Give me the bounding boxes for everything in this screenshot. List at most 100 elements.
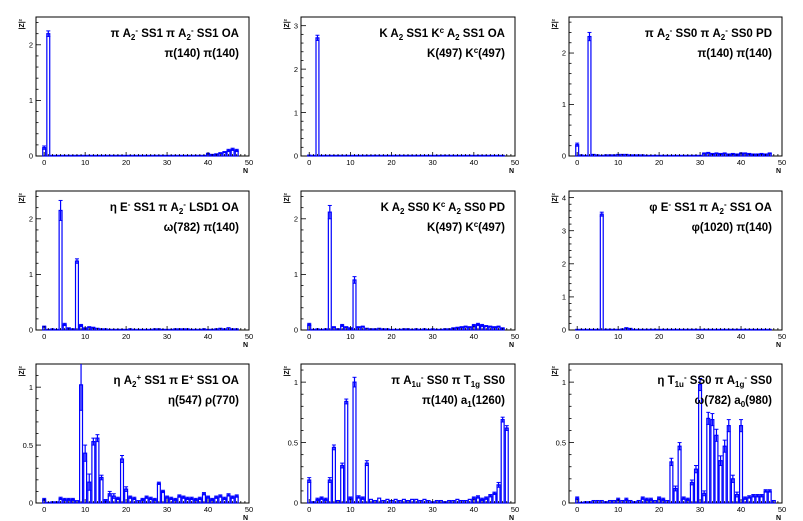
panel-7: 0 10 20 30 40 50 0 0.5 1|Z|² Nπ A1u- SS0 π T1g SS… [284, 363, 519, 521]
bar [352, 279, 357, 331]
panel-subtitle: η(547) ρ(770) [168, 395, 239, 407]
bar [677, 445, 682, 504]
y-axis-label: |Z|² [552, 18, 559, 29]
bar [156, 482, 161, 504]
bar [91, 441, 96, 504]
x-tick-label: 40 [737, 505, 745, 514]
panel-3: 0 10 20 30 40 50 0 1 2 |Z|² Nη E- SS1 π A2- LSD1 O… [19, 190, 253, 349]
bar [504, 427, 509, 504]
bar [95, 437, 100, 504]
x-tick-label: 40 [470, 505, 478, 514]
panel-subtitle: K(497) Kc(497) [427, 220, 505, 234]
panel-6: 0 10 20 30 40 50 0 0.5 1|Z|² Nη A2+ SS1 π E+ SS1 … [19, 363, 253, 521]
x-tick-label: 20 [655, 158, 663, 167]
x-tick-label: 10 [81, 158, 89, 167]
x-tick-label: 20 [122, 332, 130, 341]
bar [99, 476, 104, 504]
y-tick-label: 2 [294, 65, 298, 74]
x-tick-label: 30 [696, 158, 704, 167]
y-tick-label: 2 [29, 215, 33, 224]
x-tick-label: 30 [163, 158, 171, 167]
x-tick-label: 10 [346, 505, 354, 514]
bar [669, 461, 674, 504]
x-tick-label: 0 [42, 505, 46, 514]
x-tick-label: 0 [42, 332, 46, 341]
bar [58, 209, 63, 331]
x-tick-label: 50 [511, 332, 519, 341]
x-tick-label: 20 [122, 158, 130, 167]
bar [587, 35, 592, 157]
x-tick-label: 50 [511, 505, 519, 514]
panel-subtitle: ω(782) a0(980) [695, 395, 773, 409]
bar [722, 445, 727, 504]
x-tick-label: 10 [81, 505, 89, 514]
bar [327, 211, 332, 331]
bar [352, 381, 357, 504]
bar [331, 446, 336, 504]
y-tick-label: 0 [562, 152, 566, 161]
y-axis-label: |Z|² [284, 365, 291, 376]
x-tick-label: 50 [245, 332, 253, 341]
bar [364, 462, 369, 504]
x-tick-label: 50 [245, 505, 253, 514]
y-axis-label: |Z|² [284, 18, 291, 29]
y-tick-label: 2 [29, 41, 33, 50]
x-axis-label: N [243, 168, 248, 175]
y-tick-label: 0 [29, 499, 33, 508]
x-axis-label: N [776, 342, 781, 349]
x-axis-label: N [509, 342, 514, 349]
x-tick-label: 10 [614, 505, 622, 514]
panel-1: 0 10 20 30 40 50 0 1 2 3|Z|² N K A2 SS1 Kc A2 SS1 O… [284, 16, 519, 175]
y-axis-label: |Z|² [19, 365, 26, 376]
x-tick-label: 20 [655, 332, 663, 341]
bar [315, 37, 320, 157]
x-tick-label: 30 [696, 505, 704, 514]
x-tick-label: 20 [655, 505, 663, 514]
x-tick-label: 50 [245, 158, 253, 167]
x-tick-label: 30 [429, 332, 437, 341]
y-tick-label: 1 [562, 293, 566, 302]
bar [119, 458, 125, 504]
panel-8: 0 10 20 30 40 50 0 0.5 1|Z|² Nη T1u- SS0 π A1g- S… [552, 363, 786, 521]
x-tick-label: 20 [387, 332, 395, 341]
y-tick-label: 0.5 [288, 438, 298, 447]
x-tick-label: 30 [429, 505, 437, 514]
x-tick-label: 40 [737, 332, 745, 341]
y-tick-label: 1 [562, 100, 566, 109]
y-tick-label: 4 [562, 193, 566, 202]
x-tick-label: 30 [163, 332, 171, 341]
y-tick-label: 1 [562, 378, 566, 387]
bar [689, 481, 694, 504]
panel-title: K A2 SS1 Kc A2 SS1 OA [379, 26, 505, 42]
y-tick-label: 0 [29, 152, 33, 161]
bar [74, 260, 80, 331]
bar [500, 419, 505, 504]
y-tick-label: 0.5 [556, 438, 566, 447]
x-tick-label: 30 [696, 332, 704, 341]
panel-title: φ E- SS1 π A2- SS1 OA [649, 200, 772, 216]
panel-title: K A2 SS0 Kc A2 SS0 PD [381, 200, 505, 216]
x-tick-label: 40 [470, 158, 478, 167]
bar [693, 468, 699, 504]
y-tick-label: 1 [294, 108, 298, 117]
bar [327, 479, 332, 504]
x-axis-label: N [509, 515, 514, 521]
y-tick-label: 0 [294, 499, 298, 508]
x-axis-label: N [243, 342, 248, 349]
x-tick-label: 50 [778, 332, 786, 341]
x-axis-label: N [776, 168, 781, 175]
y-tick-label: 1 [29, 96, 33, 105]
x-tick-label: 0 [575, 332, 579, 341]
panel-2: 0 10 20 30 40 50 0 1 2 |Z|² Nπ A2- SS0 π A2- SS0 P… [552, 16, 786, 175]
panel-subtitle: K(497) Kc(497) [427, 46, 505, 60]
y-tick-label: 0.5 [23, 441, 33, 450]
bar [718, 460, 723, 504]
panel-title: π A2- SS1 π A2- SS1 OA [111, 26, 239, 42]
panel-subtitle: φ(1020) π(140) [692, 222, 772, 234]
x-tick-label: 40 [204, 505, 212, 514]
y-tick-label: 1 [294, 378, 298, 387]
x-tick-label: 0 [575, 505, 579, 514]
x-tick-label: 10 [81, 332, 89, 341]
panel-subtitle: π(140) a1(1260) [422, 395, 505, 409]
